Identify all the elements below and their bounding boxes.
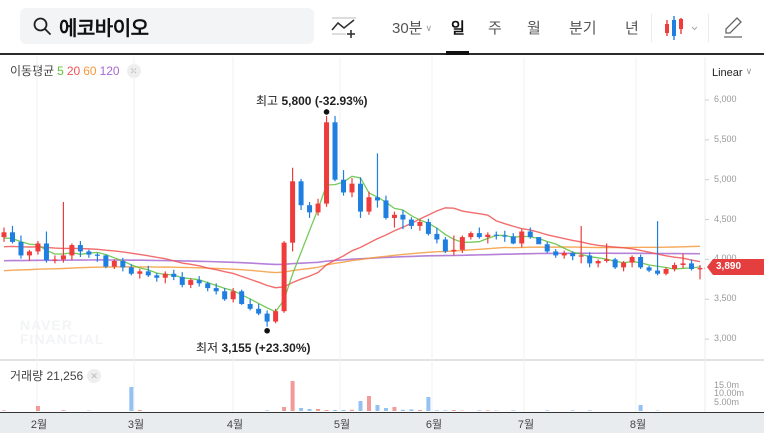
high-prefix: 최고: [256, 94, 279, 108]
x-tick-label: 7월: [517, 419, 535, 431]
high-annotation: 최고 5,800 (-32.93%): [256, 92, 368, 109]
current-price-tag: 3,890: [707, 259, 764, 275]
x-tick-label: 6월: [425, 419, 443, 431]
candlestick-icon: [665, 16, 698, 40]
y-tick-label: 3,500: [714, 293, 737, 304]
y-tick-label: 5,000: [714, 173, 737, 184]
y-tick-label: 3,000: [714, 333, 737, 344]
scale-selector[interactable]: Linear ∨: [712, 66, 752, 79]
x-tick-label: 4월: [226, 419, 244, 431]
ma60-label: 60: [83, 63, 97, 78]
x-tick-label: 3월: [127, 419, 145, 431]
watermark: NAVER FINANCIAL: [20, 318, 104, 346]
high-value: 5,800: [281, 94, 312, 108]
volume-tick-label: 10.00m: [714, 388, 745, 398]
low-pct: (+23.30%): [254, 341, 311, 355]
toolbar: 에코바이오 30분 ∨ 일 주 월 분기 년: [0, 0, 764, 55]
volume-tick-label: 15.0m: [714, 380, 740, 390]
ma20-label: 20: [66, 63, 81, 78]
add-indicator-icon[interactable]: [330, 14, 358, 40]
scale-label: Linear: [712, 67, 743, 79]
low-prefix: 최저: [196, 341, 219, 355]
search-icon: [33, 17, 51, 35]
y-tick-label: 6,000: [714, 94, 737, 104]
high-pct: (-32.93%): [314, 94, 368, 108]
period-year[interactable]: 년: [625, 20, 639, 37]
stock-name: 에코바이오: [59, 17, 149, 40]
period-30min[interactable]: 30분 ∨: [392, 17, 432, 38]
watermark-line: FINANCIAL: [20, 331, 105, 347]
y-tick-label: 4,000: [714, 253, 737, 264]
chevron-down-icon: ∨: [425, 23, 433, 33]
period-label: 30분: [392, 20, 423, 37]
volume-value: 21,256: [46, 368, 84, 383]
ma5-label: 5: [57, 63, 64, 78]
date-axis: 2월 3월 4월 5월 6월 7월 8월: [0, 412, 764, 433]
x-tick-label: 8월: [629, 419, 647, 431]
stock-search-box[interactable]: 에코바이오: [20, 8, 314, 44]
y-tick-label: 5,500: [714, 133, 737, 144]
divider: [651, 14, 652, 42]
period-quarter[interactable]: 분기: [569, 20, 597, 37]
period-day[interactable]: 일: [451, 20, 465, 37]
price-chart[interactable]: [0, 57, 764, 412]
chevron-down-icon: ∨: [745, 66, 753, 76]
pencil-icon[interactable]: [722, 15, 744, 39]
period-week[interactable]: 주: [488, 20, 502, 37]
low-value: 3,155: [221, 341, 252, 355]
period-month[interactable]: 월: [527, 20, 541, 37]
volume-label: 거래량: [10, 369, 44, 383]
volume-legend: 거래량 21,256 ✕: [10, 367, 102, 384]
volume-tick-label: 5.00m: [714, 397, 740, 407]
watermark-line: NAVER: [20, 317, 73, 333]
chart-type-selector[interactable]: [660, 14, 704, 42]
ma120-label: 120: [99, 63, 120, 78]
x-tick-label: 2월: [30, 419, 48, 431]
low-annotation: 최저 3,155 (+23.30%): [196, 339, 311, 356]
close-icon[interactable]: ✕: [87, 368, 102, 383]
ma-legend-label: 이동평균: [10, 64, 55, 78]
active-period-indicator: [446, 51, 469, 55]
divider: [708, 14, 709, 42]
y-tick-label: 4,500: [714, 213, 737, 224]
x-tick-label: 5월: [333, 419, 351, 431]
